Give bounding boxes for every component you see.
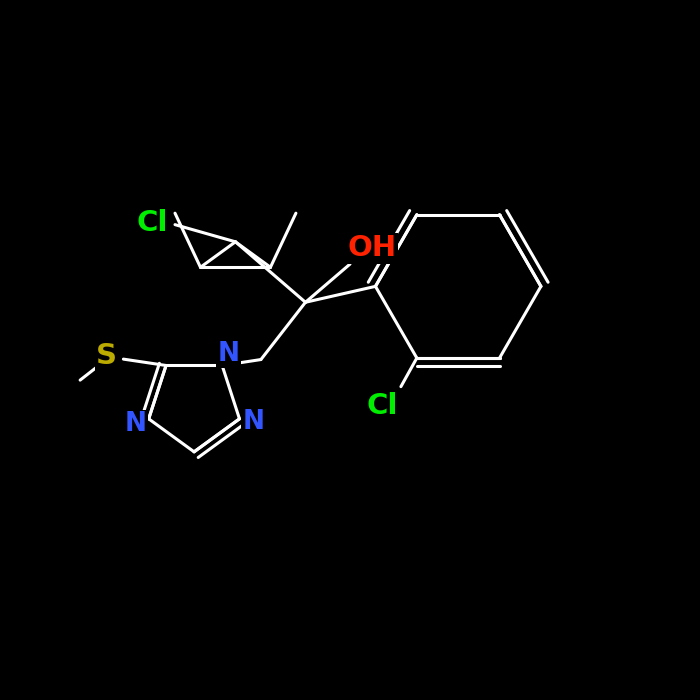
Text: S: S [97, 342, 118, 370]
Text: OH: OH [348, 234, 397, 262]
Text: Cl: Cl [137, 209, 169, 237]
Text: N: N [125, 411, 147, 437]
Text: Cl: Cl [366, 392, 398, 420]
Text: N: N [242, 409, 265, 435]
Text: N: N [218, 341, 239, 367]
